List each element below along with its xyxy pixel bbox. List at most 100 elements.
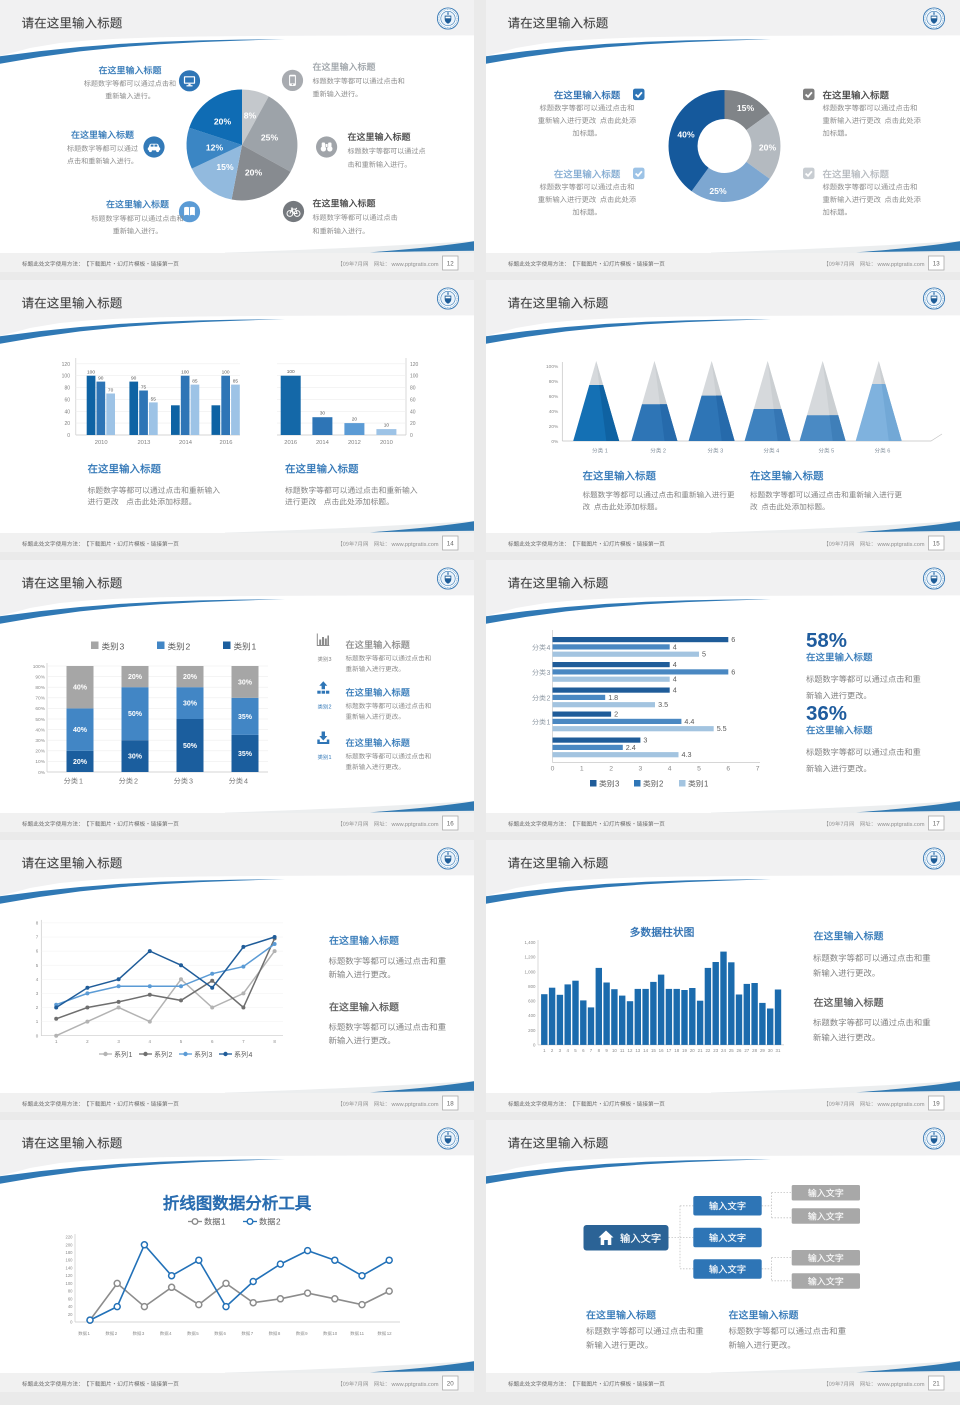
svg-text:120: 120 (62, 362, 71, 368)
svg-text:100: 100 (222, 370, 230, 376)
svg-text:5: 5 (702, 650, 706, 659)
svg-text:4: 4 (566, 1048, 569, 1053)
svg-text:16: 16 (659, 1048, 664, 1053)
svg-text:25%: 25% (709, 186, 727, 196)
svg-text:4: 4 (149, 1039, 152, 1044)
svg-text:14: 14 (447, 541, 454, 548)
svg-text:23: 23 (713, 1048, 718, 1053)
svg-text:30%: 30% (183, 701, 198, 708)
svg-text:20: 20 (447, 1381, 454, 1388)
svg-text:8: 8 (36, 921, 39, 926)
svg-text:58%: 58% (806, 629, 847, 652)
svg-text:80%: 80% (35, 685, 45, 691)
svg-text:1: 1 (580, 766, 584, 773)
svg-text:6: 6 (224, 1331, 227, 1336)
svg-text:3: 3 (643, 736, 647, 745)
svg-text:0: 0 (70, 1320, 73, 1325)
svg-text:180: 180 (66, 1250, 74, 1255)
svg-text:9: 9 (305, 1331, 308, 1336)
svg-text:400: 400 (528, 1013, 536, 1018)
svg-text:36%: 36% (806, 702, 847, 725)
svg-text:80: 80 (410, 386, 416, 392)
svg-text:15%: 15% (737, 103, 755, 113)
svg-text:6: 6 (887, 449, 890, 455)
svg-text:7: 7 (242, 1039, 245, 1044)
svg-text:3: 3 (547, 670, 551, 677)
svg-text:18: 18 (674, 1048, 679, 1053)
svg-text:12: 12 (387, 1331, 392, 1336)
svg-text:6: 6 (731, 667, 735, 676)
svg-text:20: 20 (352, 417, 358, 423)
svg-text:40%: 40% (677, 130, 695, 140)
svg-text:4: 4 (547, 645, 551, 652)
svg-text:40: 40 (64, 409, 70, 415)
svg-text:40%: 40% (549, 409, 559, 415)
svg-text:20: 20 (68, 1312, 73, 1317)
svg-text:5: 5 (831, 449, 834, 455)
svg-text:1: 1 (36, 1019, 39, 1024)
svg-text:7: 7 (756, 766, 760, 773)
svg-text:0%: 0% (38, 770, 46, 776)
svg-text:100%: 100% (546, 364, 559, 370)
svg-text:220: 220 (66, 1235, 74, 1240)
svg-text:28: 28 (752, 1048, 757, 1053)
svg-text:8: 8 (598, 1048, 601, 1053)
svg-text:140: 140 (66, 1266, 74, 1271)
svg-text:20: 20 (410, 421, 416, 427)
svg-text:25%: 25% (261, 133, 279, 143)
svg-text:26: 26 (737, 1048, 742, 1053)
svg-text:0: 0 (410, 433, 413, 439)
svg-text:www.pptgratis.com: www.pptgratis.com (391, 262, 439, 268)
svg-text:10: 10 (384, 423, 390, 429)
svg-text:3: 3 (559, 1048, 562, 1053)
svg-text:160: 160 (66, 1258, 74, 1263)
svg-text:20%: 20% (73, 759, 88, 766)
svg-text:24: 24 (721, 1048, 726, 1053)
svg-text:90%: 90% (35, 674, 45, 680)
svg-text:19: 19 (682, 1048, 687, 1053)
svg-text:7: 7 (590, 1048, 593, 1053)
svg-text:5: 5 (697, 766, 701, 773)
svg-text:0: 0 (36, 1033, 39, 1038)
svg-text:5: 5 (574, 1048, 577, 1053)
svg-text:100: 100 (62, 374, 71, 380)
svg-text:1,400: 1,400 (525, 940, 537, 945)
svg-text:2: 2 (86, 1039, 89, 1044)
svg-text:50%: 50% (35, 717, 45, 723)
svg-text:5: 5 (36, 963, 39, 968)
svg-text:www.pptgratis.com: www.pptgratis.com (877, 1102, 925, 1108)
svg-text:0: 0 (533, 1043, 536, 1048)
svg-text:2012: 2012 (348, 440, 361, 446)
svg-text:1,000: 1,000 (525, 969, 537, 974)
svg-text:2: 2 (186, 642, 191, 652)
svg-text:25: 25 (729, 1048, 734, 1053)
svg-text:16: 16 (447, 821, 454, 828)
svg-text:35%: 35% (238, 714, 253, 721)
svg-text:4: 4 (673, 686, 677, 695)
svg-text:1: 1 (547, 720, 551, 727)
svg-text:4.4: 4.4 (684, 717, 694, 726)
svg-text:www.pptgratis.com: www.pptgratis.com (391, 1102, 439, 1108)
svg-text:40%: 40% (35, 727, 45, 733)
svg-text:30%: 30% (128, 754, 143, 761)
svg-text:2014: 2014 (179, 440, 193, 446)
svg-text:1: 1 (55, 1039, 58, 1044)
svg-text:2.4: 2.4 (626, 743, 636, 752)
svg-text:3: 3 (117, 1039, 120, 1044)
svg-text:60: 60 (410, 397, 416, 403)
svg-text:3: 3 (639, 766, 643, 773)
svg-text:6: 6 (731, 635, 735, 644)
svg-text:4: 4 (169, 1331, 172, 1336)
svg-text:0: 0 (551, 766, 555, 773)
svg-text:4: 4 (244, 777, 248, 786)
svg-text:120: 120 (66, 1273, 74, 1278)
svg-text:20%: 20% (245, 168, 263, 178)
svg-text:2: 2 (36, 1005, 39, 1010)
svg-text:1: 1 (129, 1052, 133, 1059)
svg-text:50%: 50% (183, 743, 198, 750)
svg-text:85: 85 (192, 379, 198, 385)
svg-text:4: 4 (776, 449, 779, 455)
svg-text:8: 8 (273, 1039, 276, 1044)
svg-text:80: 80 (64, 386, 70, 392)
svg-text:www.pptgratis.com: www.pptgratis.com (391, 542, 439, 548)
